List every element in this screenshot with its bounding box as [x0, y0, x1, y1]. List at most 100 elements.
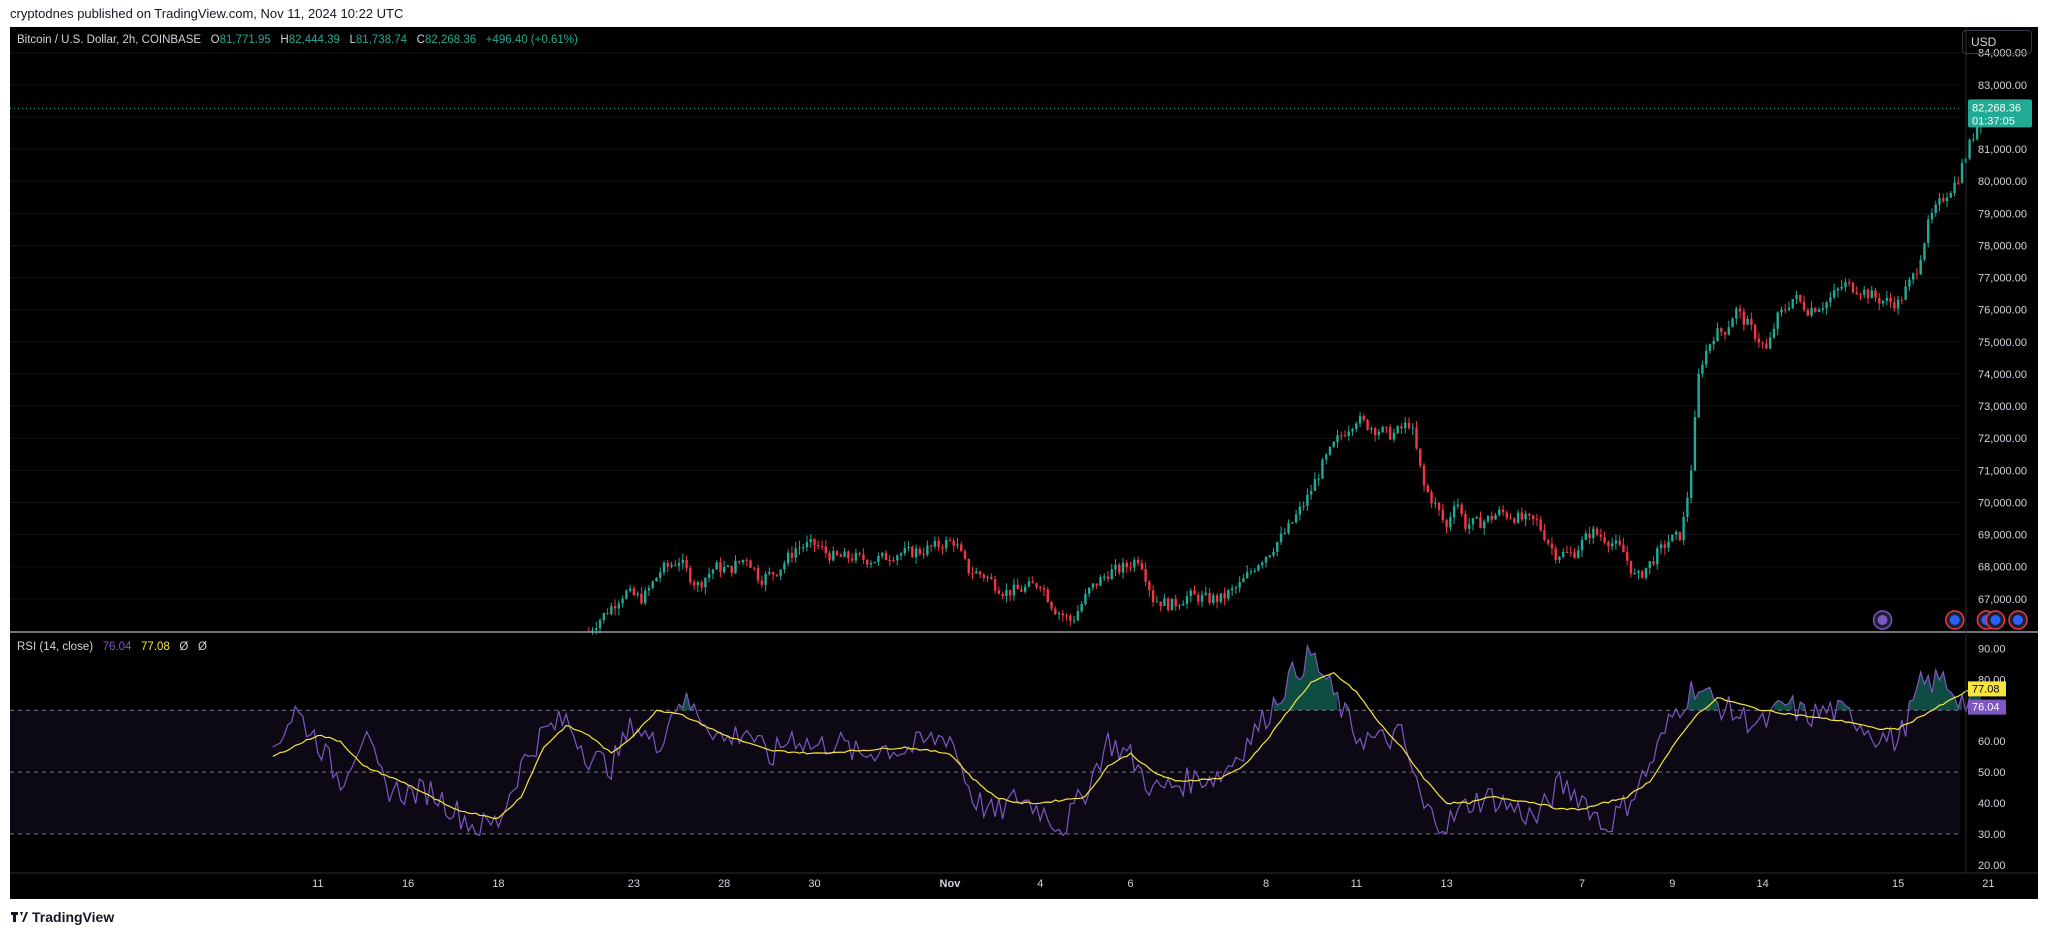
- candle-body: [1069, 615, 1072, 621]
- candle-body: [1008, 589, 1012, 596]
- candle-body: [1712, 341, 1715, 345]
- candle-body: [1911, 273, 1915, 280]
- candle-body: [726, 565, 730, 567]
- candle-body: [1945, 197, 1949, 202]
- candle-body: [595, 628, 598, 631]
- candle-body: [1727, 327, 1730, 335]
- candle-body: [1054, 608, 1057, 615]
- candle-body: [1242, 578, 1245, 583]
- candle-body: [929, 545, 933, 547]
- candle-body: [1686, 497, 1689, 517]
- time-tick-label: Nov: [940, 878, 962, 890]
- candle-body: [1385, 426, 1388, 428]
- candle-body: [1610, 543, 1614, 547]
- time-tick-label: 11: [312, 878, 323, 890]
- candle-body: [1505, 512, 1508, 518]
- candle-body: [1607, 542, 1610, 547]
- candle-body: [1151, 590, 1155, 603]
- candle-body: [1866, 289, 1870, 299]
- candle-body: [1347, 431, 1350, 436]
- candle-body: [978, 571, 982, 575]
- candle-body: [1498, 509, 1501, 516]
- candle-body: [1024, 586, 1027, 592]
- candle-body: [956, 544, 959, 546]
- candle-body: [591, 630, 594, 632]
- candle-body: [1919, 259, 1922, 275]
- rsi-badge: [1968, 699, 2006, 715]
- candle-body: [685, 559, 688, 569]
- candle-body: [869, 563, 873, 565]
- candle-body: [1836, 288, 1840, 291]
- candle-body: [1550, 543, 1554, 549]
- rsi-overbought-fill: [679, 692, 695, 711]
- candle-body: [971, 573, 974, 575]
- rsi-empty-1: Ø: [179, 641, 189, 653]
- candle-body: [850, 558, 854, 561]
- footer-brand[interactable]: TradingView: [32, 909, 115, 925]
- chart-container[interactable]: 67,000.00 68,000.00 69,000.00 70,000.00 71,0…: [10, 27, 2038, 899]
- candle-body: [674, 564, 677, 566]
- candle-body: [1648, 561, 1651, 568]
- candle-body: [1110, 569, 1113, 580]
- candle-body: [1821, 308, 1825, 310]
- candle-body: [1189, 590, 1192, 597]
- price-tick-label: 79,000.00: [1978, 208, 2027, 220]
- currency-button[interactable]: USD: [1962, 30, 2032, 54]
- candle-body: [1975, 126, 1979, 140]
- candle-body: [1449, 517, 1452, 528]
- candle-body: [1942, 198, 1945, 202]
- candle-body: [1524, 513, 1527, 520]
- candle-body: [1738, 308, 1742, 312]
- candle-body: [1840, 286, 1843, 289]
- candle-body: [1027, 581, 1031, 587]
- candle-body: [1573, 552, 1576, 558]
- candle-body: [1404, 422, 1407, 429]
- candle-body: [1671, 534, 1674, 542]
- candle-body: [1039, 587, 1042, 589]
- candle-body: [1430, 491, 1433, 504]
- time-tick-label: 23: [628, 878, 640, 890]
- candle-body: [832, 551, 835, 561]
- candle-body: [1829, 297, 1832, 303]
- rsi-tick-label: 90.00: [1978, 643, 2006, 655]
- candle-body: [1325, 454, 1328, 460]
- symbol-title[interactable]: Bitcoin / U.S. Dollar, 2h, COINBASE: [17, 34, 202, 46]
- chart-svg[interactable]: 67,000.00 68,000.00 69,000.00 70,000.00 71,0…: [10, 27, 2038, 899]
- candle-body: [764, 573, 767, 585]
- candle-body: [1140, 563, 1144, 570]
- price-badge-countdown: 01:37:05: [1972, 115, 2015, 127]
- candle-body: [1249, 571, 1253, 573]
- candle-body: [1885, 297, 1889, 301]
- rsi-badge-value: 76.04: [1972, 702, 2000, 714]
- candle-body: [1731, 318, 1734, 328]
- publish-info: cryptodnes published on TradingView.com,…: [10, 6, 404, 21]
- candle-body: [854, 552, 858, 561]
- candle-body: [1806, 310, 1809, 316]
- candle-body: [873, 561, 876, 564]
- candle-body: [1904, 286, 1907, 300]
- candle-body: [798, 547, 801, 549]
- candle-body: [1697, 373, 1700, 418]
- candle-body: [1626, 552, 1629, 561]
- candle-body: [1746, 318, 1749, 325]
- candle-body: [1723, 331, 1727, 335]
- candle-body: [1456, 504, 1460, 507]
- candle-body: [1370, 428, 1373, 430]
- candle-body: [933, 540, 937, 547]
- candle-body: [896, 555, 899, 561]
- candle-body: [1336, 435, 1339, 443]
- candle-body: [1294, 514, 1298, 523]
- candle-body: [1309, 490, 1313, 495]
- candle-body: [802, 547, 805, 549]
- candle-body: [1144, 569, 1147, 582]
- candle-body: [937, 540, 940, 548]
- candle-body: [1155, 601, 1159, 603]
- rsi-title[interactable]: RSI (14, close): [17, 641, 94, 653]
- price-tick-label: 69,000.00: [1978, 530, 2027, 542]
- candle-body: [704, 577, 707, 588]
- candle-body: [1355, 423, 1358, 430]
- candle-body: [1802, 301, 1806, 311]
- candle-body: [835, 551, 839, 555]
- candle-body: [651, 581, 654, 588]
- high-value: 82,444.39: [288, 34, 340, 46]
